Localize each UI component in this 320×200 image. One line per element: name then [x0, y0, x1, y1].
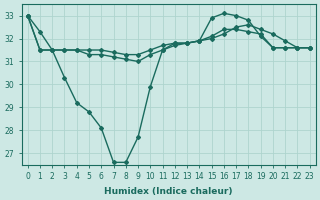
X-axis label: Humidex (Indice chaleur): Humidex (Indice chaleur): [104, 187, 233, 196]
